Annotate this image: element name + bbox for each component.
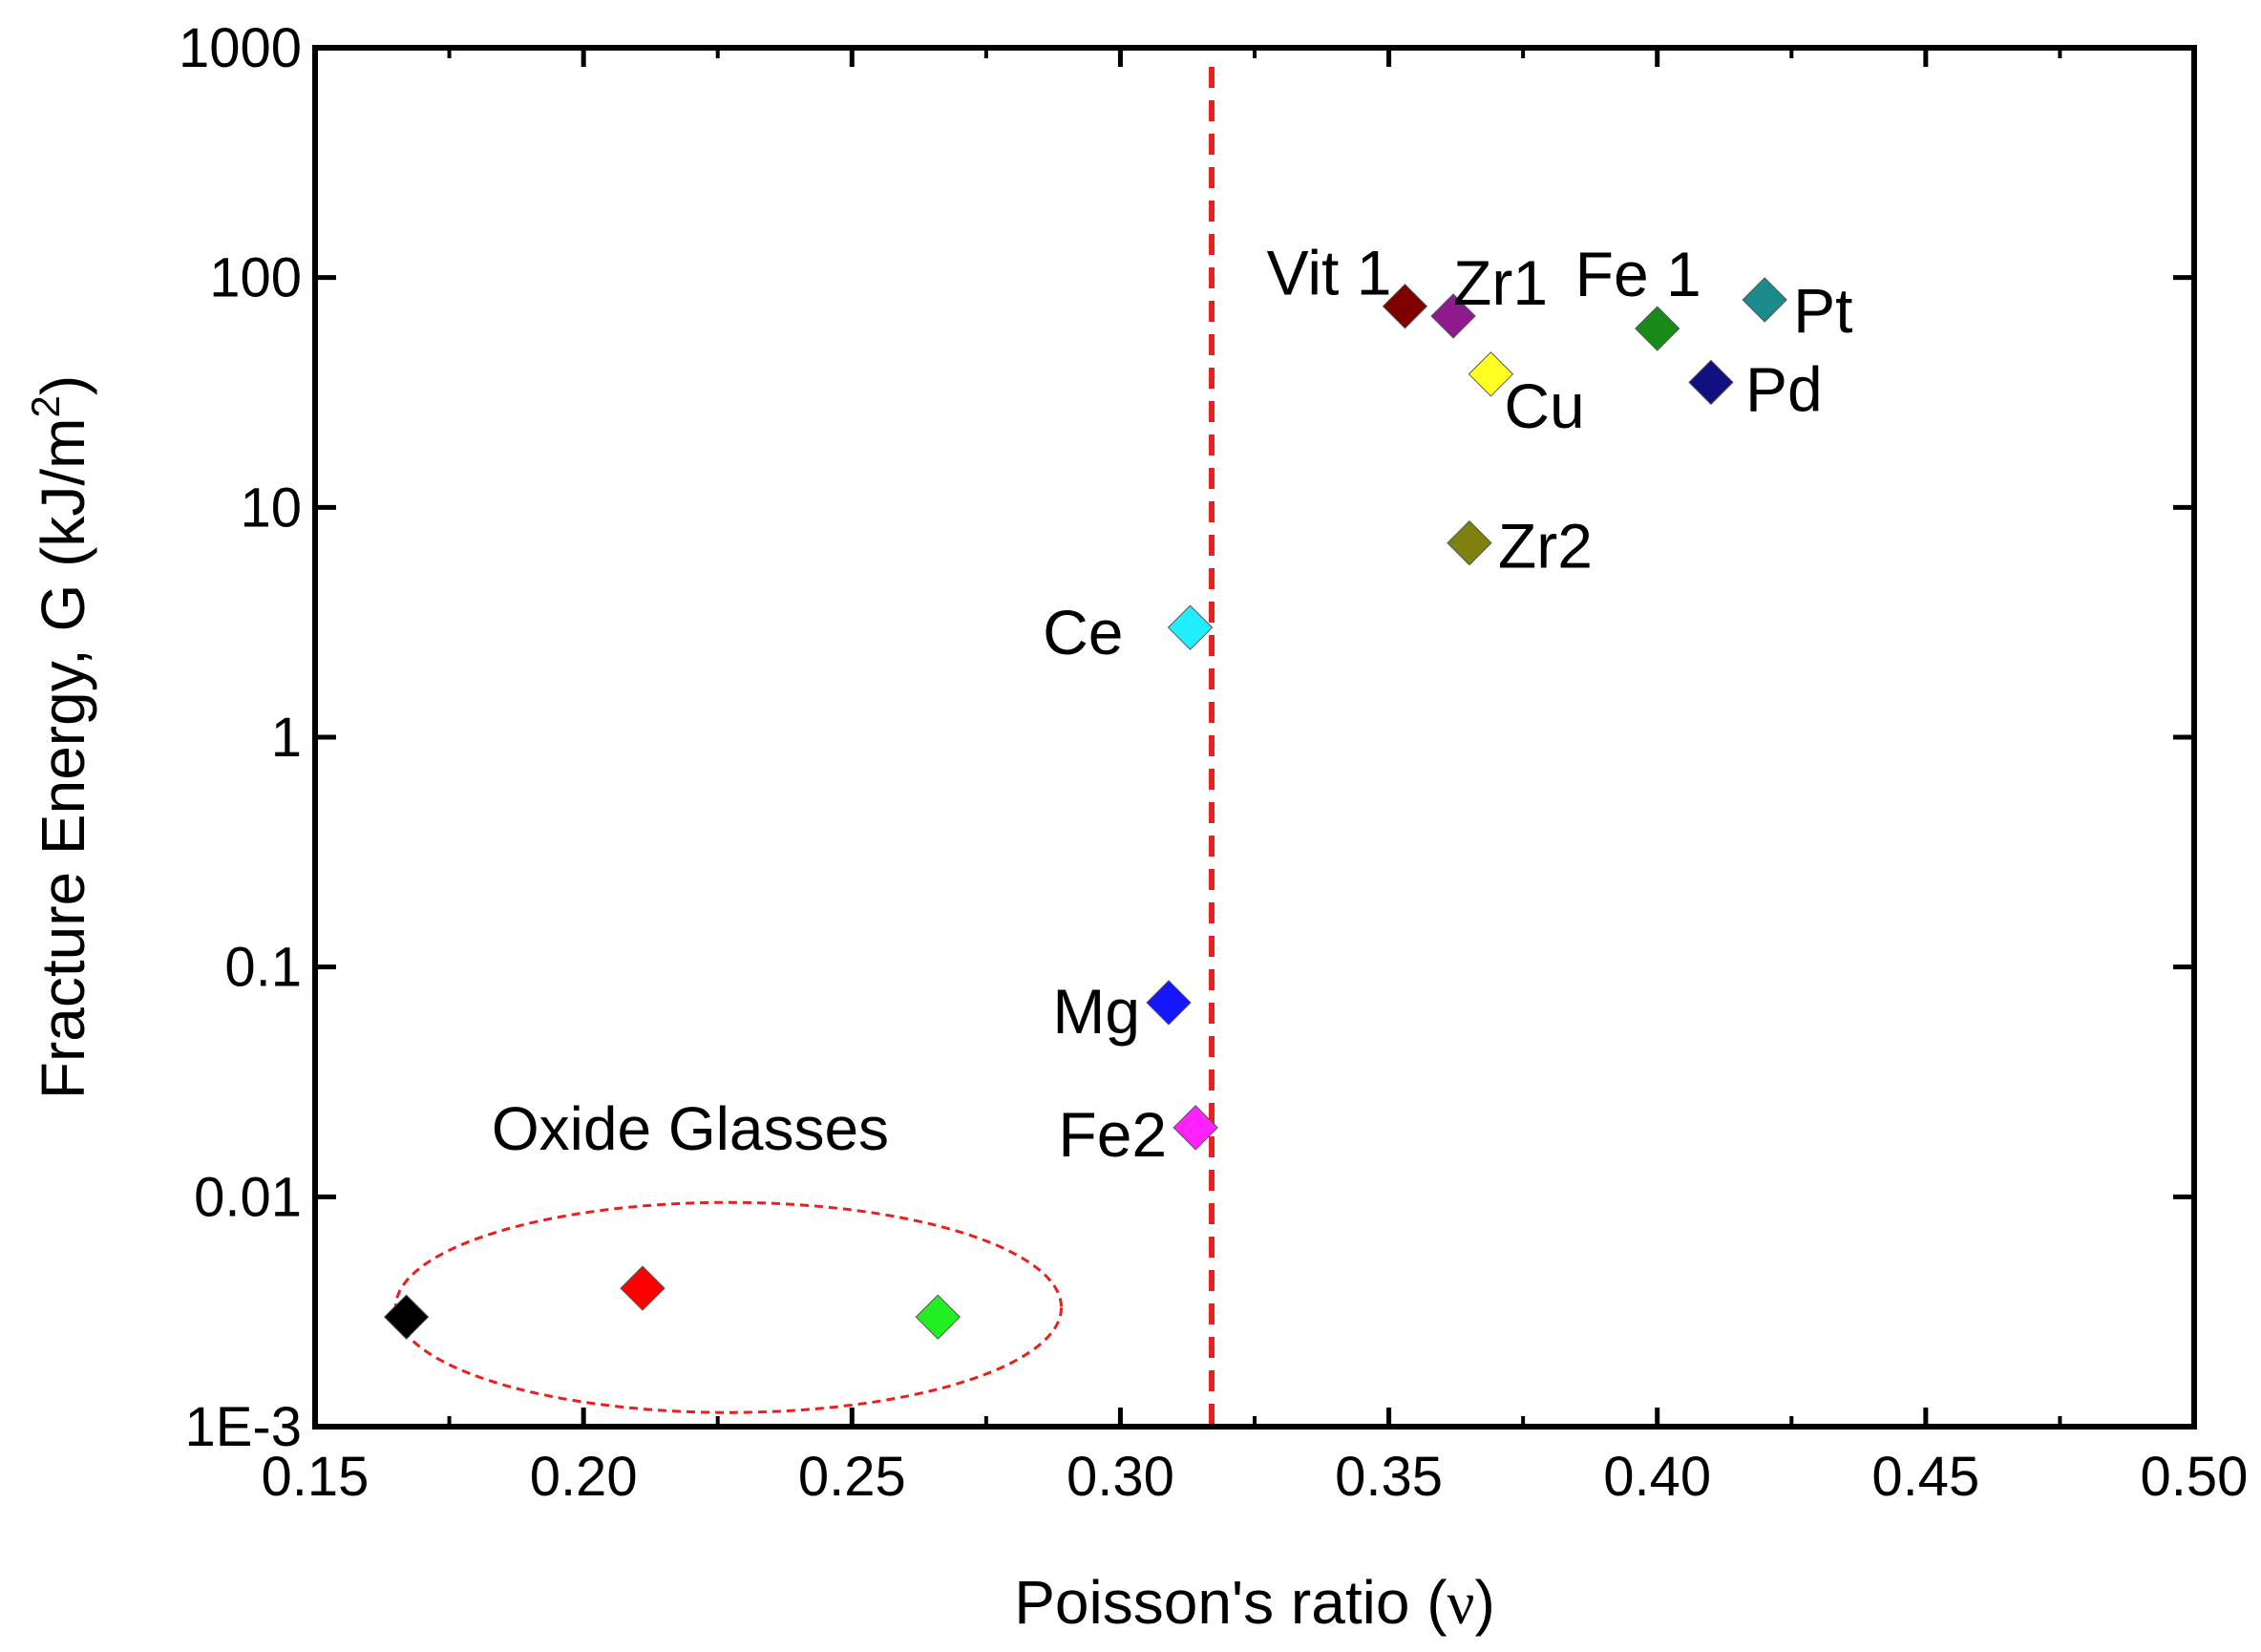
y-axis-title: Fracture Energy, G (kJ/m2) (23, 375, 97, 1099)
x-tick-label: 0.15 (262, 1446, 370, 1508)
data-point-mg (1146, 980, 1192, 1026)
point-label: Zr1 (1453, 247, 1548, 318)
data-point-fe1 (1635, 306, 1680, 351)
x-tick-label: 0.20 (530, 1446, 638, 1508)
y-tick-label: 100 (209, 247, 302, 309)
y-tick-label: 1 (271, 707, 302, 769)
point-label: Pt (1793, 275, 1852, 346)
y-tick-label: 0.1 (224, 937, 302, 999)
point-label: Zr2 (1498, 511, 1593, 582)
data-point-cu (1468, 351, 1514, 397)
x-tick-label: 0.50 (2141, 1446, 2249, 1508)
data-point-vit1 (1382, 284, 1428, 329)
oxide-glasses-ellipse (393, 1200, 1064, 1414)
data-point-oxide-1 (620, 1265, 666, 1311)
plot-marks: Oxide Glasses Mg Fe2 Ce Vit 1 Zr1 Cu Zr2 Fe 1 PdP… (383, 67, 1853, 1427)
data-point-pd (1688, 359, 1734, 406)
data-point-ce (1167, 604, 1214, 650)
x-tick-label: 0.45 (1871, 1446, 1979, 1508)
point-label: Vit 1 (1267, 238, 1392, 308)
data-point-zr2 (1447, 519, 1492, 566)
data-point-oxide-0 (383, 1294, 430, 1340)
point-label: Cu (1504, 371, 1584, 441)
x-tick-label: 0.35 (1335, 1446, 1443, 1508)
plot-frame (312, 45, 2197, 1430)
y-tick-label: 1000 (179, 17, 302, 79)
point-label: Mg (1052, 976, 1140, 1047)
data-point-fe2 (1173, 1105, 1218, 1151)
point-label: Ce (1043, 597, 1123, 667)
x-tick-label: 0.40 (1603, 1446, 1711, 1508)
x-tick-label: 0.25 (798, 1446, 906, 1508)
point-label: Pd (1745, 353, 1823, 424)
y-tick-label: 1E-3 (184, 1396, 302, 1458)
y-tick-label: 0.01 (194, 1166, 302, 1228)
x-tick-label: 0.30 (1067, 1446, 1174, 1508)
point-label: Fe 1 (1575, 239, 1701, 309)
point-label: Fe2 (1058, 1099, 1167, 1170)
data-point-oxide-2 (915, 1294, 961, 1340)
oxide-glasses-label: Oxide Glasses (492, 1094, 889, 1163)
data-point-pt (1742, 277, 1787, 323)
y-axis: 1E-3 0.01 0.1 1 10 100 1000 (179, 17, 2194, 1458)
x-axis-title: Poisson's ratio (ν) (1014, 1568, 1495, 1637)
x-axis: 0.15 0.20 0.25 0.30 0.35 0.40 0.45 0.50 (262, 48, 2249, 1508)
y-tick-label: 10 (240, 477, 302, 539)
data-point-zr1 (1430, 293, 1476, 339)
